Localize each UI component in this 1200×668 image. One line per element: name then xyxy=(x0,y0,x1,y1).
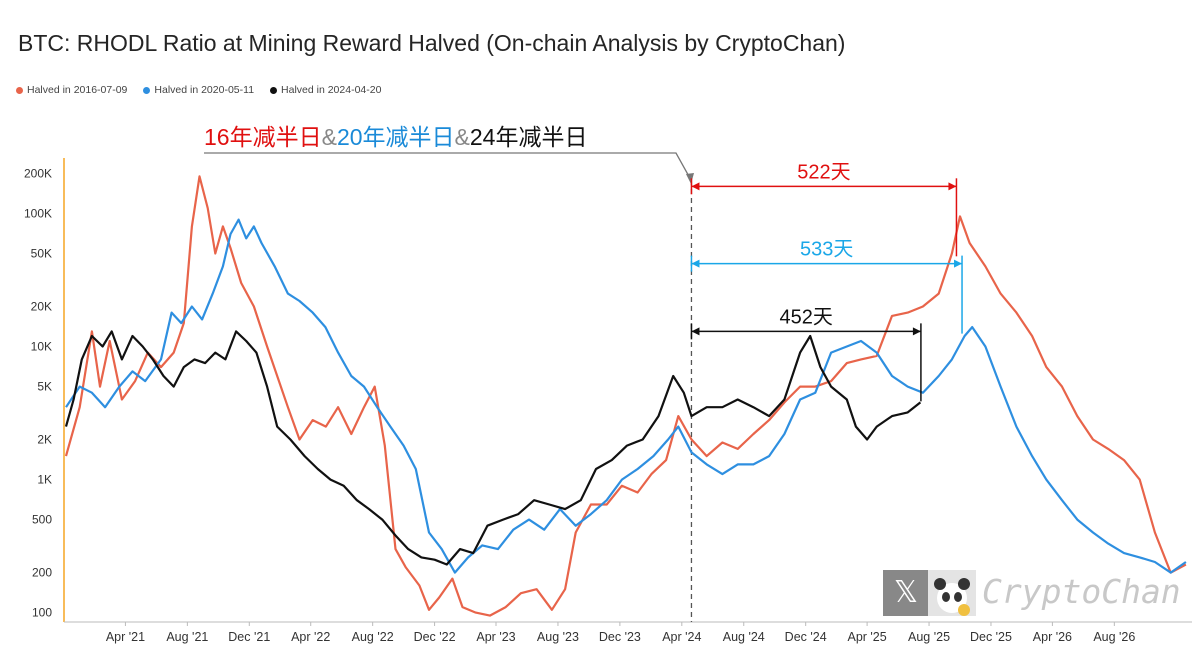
span-label-1: 533天 xyxy=(800,239,853,261)
span-label-2: 452天 xyxy=(779,306,832,328)
y-tick-label: 500 xyxy=(32,513,52,527)
legend-item-2020[interactable]: Halved in 2020-05-11 xyxy=(143,84,254,96)
annotation-title-part: & xyxy=(455,124,470,150)
legend-dot-2024 xyxy=(270,86,278,94)
y-tick-label: 200K xyxy=(24,166,52,180)
y-tick-label: 50K xyxy=(31,247,52,261)
annotation-title-part: & xyxy=(322,124,337,150)
x-tick-label: Dec '24 xyxy=(785,630,827,644)
series-line-2 xyxy=(64,330,922,566)
x-tick-label: Apr '26 xyxy=(1033,630,1072,644)
watermark-text: CryptoChan xyxy=(982,572,1181,611)
annotation-leader-line xyxy=(204,152,692,181)
x-tick-label: Aug '21 xyxy=(166,630,208,644)
x-tick-label: Dec '25 xyxy=(970,630,1012,644)
span-label-0: 522天 xyxy=(797,161,850,183)
x-tick-label: Aug '24 xyxy=(723,630,765,644)
span-arrow-left-2 xyxy=(691,327,700,336)
x-tick-label: Aug '25 xyxy=(908,630,950,644)
annotation-title-part: 16年减半日 xyxy=(204,124,322,150)
span-arrow-right-0 xyxy=(948,182,957,191)
annotation-leader-arrow xyxy=(686,173,694,184)
y-tick-label: 1K xyxy=(37,473,52,487)
span-arrow-left-0 xyxy=(691,182,700,191)
legend-dot-2020 xyxy=(143,86,151,94)
span-arrow-right-2 xyxy=(912,327,921,336)
x-tick-label: Apr '25 xyxy=(847,630,886,644)
x-logo-icon: 𝕏 xyxy=(883,570,929,616)
legend-label-2020: Halved in 2020-05-11 xyxy=(154,84,255,96)
annotation-title-part: 20年减半日 xyxy=(337,124,455,150)
y-tick-label: 10K xyxy=(31,340,52,354)
x-tick-label: Apr '24 xyxy=(662,630,701,644)
x-tick-label: Aug '26 xyxy=(1093,630,1135,644)
span-arrow-right-1 xyxy=(954,259,963,268)
y-tick-label: 20K xyxy=(31,299,52,313)
x-tick-label: Dec '23 xyxy=(599,630,641,644)
legend-label-2016: Halved in 2016-07-09 xyxy=(27,84,128,96)
x-tick-label: Aug '22 xyxy=(352,630,394,644)
y-tick-label: 100 xyxy=(32,606,52,620)
legend: Halved in 2016-07-09 Halved in 2020-05-1… xyxy=(16,84,381,96)
span-arrow-left-1 xyxy=(691,259,700,268)
x-tick-label: Apr '23 xyxy=(476,630,515,644)
y-tick-label: 5K xyxy=(37,380,52,394)
x-tick-label: Dec '22 xyxy=(414,630,456,644)
y-tick-label: 2K xyxy=(37,433,52,447)
x-tick-label: Aug '23 xyxy=(537,630,579,644)
x-tick-label: Apr '22 xyxy=(291,630,330,644)
legend-dot-2016 xyxy=(16,86,23,94)
legend-item-2016[interactable]: Halved in 2016-07-09 xyxy=(16,84,127,96)
x-tick-label: Dec '21 xyxy=(228,630,270,644)
y-tick-label: 100K xyxy=(24,206,52,220)
annotation-title-part: 24年减半日 xyxy=(470,124,588,150)
chart-title: BTC: RHODL Ratio at Mining Reward Halved… xyxy=(18,30,846,56)
series-line-1 xyxy=(65,218,1187,574)
annotation-title: 16年减半日&20年减半日&24年减半日 xyxy=(204,124,587,150)
legend-item-2024[interactable]: Halved in 2024-04-20 xyxy=(270,84,381,96)
y-tick-label: 200 xyxy=(32,566,52,580)
panda-avatar-icon xyxy=(928,570,976,616)
x-tick-label: Apr '21 xyxy=(106,630,145,644)
series-line-0 xyxy=(64,175,1187,617)
legend-label-2024: Halved in 2024-04-20 xyxy=(281,84,382,96)
